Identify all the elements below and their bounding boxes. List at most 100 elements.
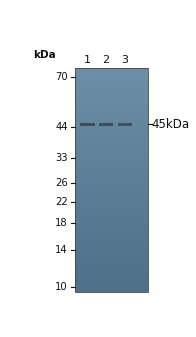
Bar xyxy=(75,279,148,280)
Bar xyxy=(75,163,148,164)
Bar xyxy=(75,209,148,210)
Bar xyxy=(75,180,148,181)
Bar xyxy=(75,143,148,144)
Bar xyxy=(75,127,148,128)
Bar xyxy=(75,208,148,209)
Bar xyxy=(75,147,148,148)
Bar xyxy=(75,246,148,247)
Bar xyxy=(75,116,148,117)
Bar xyxy=(75,133,148,134)
Bar xyxy=(75,227,148,228)
Bar xyxy=(75,189,148,190)
Bar xyxy=(75,137,148,138)
Bar xyxy=(75,121,148,122)
Bar xyxy=(75,230,148,231)
Bar xyxy=(75,289,148,290)
Bar xyxy=(75,247,148,248)
Bar xyxy=(75,113,148,114)
Bar xyxy=(75,266,148,267)
Bar xyxy=(75,224,148,225)
Bar xyxy=(75,93,148,94)
Bar xyxy=(75,217,148,218)
Bar xyxy=(75,68,148,292)
Bar xyxy=(75,188,148,189)
Bar xyxy=(75,158,148,159)
Bar xyxy=(75,244,148,245)
Bar xyxy=(75,191,148,192)
Bar xyxy=(75,119,148,120)
Text: 18: 18 xyxy=(55,218,68,228)
Bar xyxy=(75,278,148,279)
Bar xyxy=(75,206,148,207)
Bar xyxy=(75,153,148,154)
Bar xyxy=(75,216,148,217)
Bar xyxy=(75,213,148,214)
Bar xyxy=(75,256,148,257)
Bar xyxy=(75,197,148,198)
Bar xyxy=(75,92,148,93)
Bar xyxy=(75,237,148,238)
Bar xyxy=(75,91,148,92)
Bar xyxy=(75,234,148,235)
Bar xyxy=(75,68,148,69)
Bar xyxy=(75,85,148,86)
Bar xyxy=(75,128,148,129)
Bar xyxy=(75,222,148,223)
Bar xyxy=(75,182,148,183)
Bar xyxy=(75,83,148,84)
Bar xyxy=(75,100,148,101)
Bar xyxy=(75,220,148,221)
Bar xyxy=(75,106,148,108)
Bar xyxy=(75,267,148,268)
Bar xyxy=(75,95,148,96)
Bar xyxy=(75,132,148,133)
Bar xyxy=(75,219,148,220)
Bar xyxy=(75,181,148,182)
Bar xyxy=(75,86,148,87)
Bar xyxy=(75,252,148,253)
Bar xyxy=(75,273,148,274)
Bar xyxy=(75,192,148,193)
Bar xyxy=(75,202,148,203)
Bar xyxy=(75,248,148,249)
Bar xyxy=(75,288,148,289)
Bar xyxy=(75,165,148,166)
Bar xyxy=(75,131,148,132)
Bar xyxy=(75,286,148,287)
Bar xyxy=(75,110,148,111)
Bar xyxy=(75,140,148,141)
Bar xyxy=(75,178,148,179)
Bar xyxy=(75,186,148,187)
Bar xyxy=(75,105,148,106)
Bar xyxy=(75,204,148,205)
Bar xyxy=(75,223,148,224)
Bar xyxy=(75,141,148,142)
Text: 2: 2 xyxy=(102,55,109,65)
Bar xyxy=(75,280,148,281)
Bar xyxy=(75,283,148,284)
Bar xyxy=(75,145,148,146)
Bar xyxy=(75,233,148,234)
Bar xyxy=(75,284,148,285)
Bar xyxy=(75,226,148,227)
Bar xyxy=(75,144,148,145)
Bar xyxy=(75,251,148,252)
Bar xyxy=(75,190,148,191)
Text: 45kDa: 45kDa xyxy=(151,118,190,131)
Bar xyxy=(75,114,148,115)
Bar xyxy=(75,172,148,173)
Bar xyxy=(75,99,148,100)
Bar xyxy=(75,243,148,244)
Bar xyxy=(75,73,148,74)
Bar xyxy=(75,212,148,213)
Bar xyxy=(75,90,148,91)
Text: 26: 26 xyxy=(55,179,68,188)
Bar xyxy=(75,130,148,131)
Bar xyxy=(75,210,148,211)
Bar xyxy=(75,134,148,135)
Bar xyxy=(75,275,148,276)
Bar xyxy=(75,269,148,270)
Text: 70: 70 xyxy=(55,71,68,82)
Bar xyxy=(75,203,148,204)
Bar xyxy=(75,240,148,241)
